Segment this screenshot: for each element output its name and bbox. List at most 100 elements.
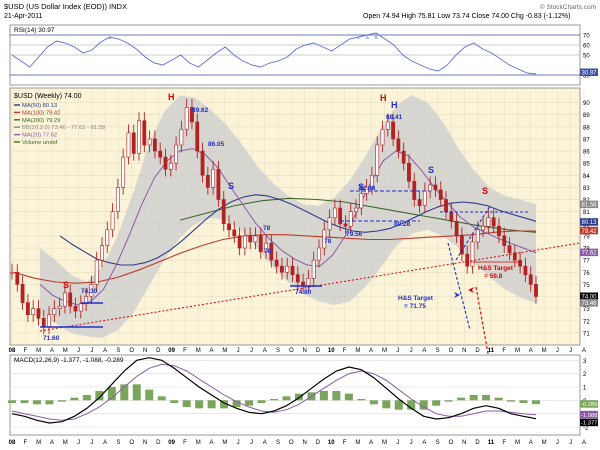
macd-hist-bar	[232, 400, 241, 407]
macd-hist-bar	[369, 400, 378, 405]
x-tick-label: N	[302, 440, 306, 446]
annotation-label: 86.05	[208, 141, 225, 148]
x-tick-label: A	[103, 348, 107, 354]
x-tick-label: 09	[168, 440, 175, 446]
macd-value-box	[580, 410, 598, 419]
rsi-tick-label: 70	[583, 34, 590, 40]
macd-hist-bar	[145, 389, 154, 401]
annotation-label: H&S Target = 71.75	[398, 295, 434, 310]
value-tag-box	[580, 226, 598, 235]
price-bar-body	[200, 150, 205, 176]
price-bar-body	[242, 235, 247, 249]
price-bar-body	[25, 302, 30, 315]
price-bar-body	[523, 265, 528, 275]
x-tick-label: N	[462, 440, 466, 446]
price-tick-label: 72	[583, 319, 590, 325]
annotation-label: S	[63, 280, 69, 290]
price-tick-label: 90	[583, 101, 590, 107]
price-bar-body	[94, 259, 99, 285]
price-bar-body	[343, 223, 348, 227]
x-tick-label: M	[222, 440, 227, 446]
x-tick-label: N	[143, 440, 147, 446]
legend-entry: Volume undef	[22, 140, 58, 146]
macd-hist-bar	[444, 400, 453, 402]
price-bar-body	[486, 217, 491, 227]
price-bar-body	[459, 235, 464, 255]
x-tick-label: D	[156, 348, 161, 354]
macd-hist-bar	[8, 400, 16, 403]
price-bar-body	[444, 199, 448, 212]
value-tag-box	[580, 292, 598, 301]
x-tick-label: A	[529, 348, 533, 354]
annotation-label: 82.88	[359, 185, 376, 192]
price-bar-body	[412, 181, 417, 200]
x-tick-label: M	[36, 348, 41, 354]
price-bar-body	[481, 225, 485, 231]
price-bar-body	[327, 217, 332, 231]
macd-hist-bar	[95, 391, 104, 401]
chart-symbol: $USD (US Dollar Index (EOD)) INDX	[4, 2, 127, 11]
value-tag-box	[580, 218, 598, 226]
price-bar-body	[417, 199, 422, 206]
price-bar-body	[290, 265, 295, 275]
macd-hist-bar	[45, 400, 54, 405]
value-tag-label: 73.46	[582, 301, 598, 307]
price-bar-body	[264, 242, 268, 252]
x-axis-labels-macd: 08 F M A M J J A S O N D 09 F M A M J J A S O N D 10 F M A M J J A S O N D 1…	[9, 440, 586, 446]
x-tick-label: D	[156, 440, 161, 446]
x-tick-label: A	[50, 440, 54, 446]
x-tick-label: D	[316, 348, 321, 354]
x-tick-label: 11	[488, 440, 495, 446]
price-bar-body	[311, 259, 316, 279]
price-bar-body	[528, 274, 533, 285]
x-tick-label: J	[556, 348, 559, 354]
rsi-value-label: 30.97	[582, 71, 598, 77]
annotation-label: S	[428, 165, 434, 175]
price-bar-body	[301, 281, 306, 286]
x-tick-label: M	[542, 440, 547, 446]
price-bar-body	[126, 132, 131, 158]
rsi-panel: RSI(14) 30.97 30 50 60 70 30.97	[9, 24, 598, 86]
x-tick-label: N	[302, 348, 306, 354]
ma100-line	[13, 230, 536, 284]
annotation-label: H&S Target = 59.8	[478, 265, 514, 280]
macd-hist-bar	[32, 400, 41, 405]
price-tick-label: 73	[583, 307, 590, 313]
chart-quote: Open 74.94 High 75.81 Low 73.74 Close 74…	[363, 13, 570, 20]
macd-hist-bar	[332, 391, 341, 401]
price-bar-body	[449, 211, 454, 222]
value-tag-label: 80.13	[582, 220, 598, 226]
macd-hist-bar	[57, 400, 66, 402]
price-tick-label: 85	[583, 162, 590, 168]
annotation-label: 74.80	[295, 289, 312, 296]
annotation-label: S	[228, 181, 234, 191]
x-tick-label: M	[63, 348, 68, 354]
price-bar-body	[227, 223, 231, 231]
price-bar-body	[502, 235, 507, 246]
x-tick-label: J	[569, 440, 572, 446]
price-bars	[10, 98, 538, 335]
x-tick-label: A	[369, 348, 373, 354]
rsi-grid	[10, 34, 580, 76]
value-tag-label: 81.58	[582, 203, 598, 209]
macd-hist-bar	[132, 384, 141, 401]
macd-hist-bar	[482, 395, 491, 401]
x-tick-label: A	[210, 348, 214, 354]
price-bar-body	[121, 156, 126, 188]
price-bar-body	[258, 235, 263, 252]
price-bar-body	[153, 138, 157, 152]
macd-hist-bar	[507, 400, 516, 402]
price-bar-body	[322, 229, 327, 249]
macd-hist-bar	[419, 400, 428, 410]
x-tick-label: F	[343, 348, 347, 354]
price-bar-body	[211, 168, 216, 188]
macd-value-label: -1.088	[581, 413, 597, 419]
bollinger-band	[40, 95, 536, 338]
price-bar-body	[110, 211, 115, 231]
macd-value-box	[580, 400, 598, 408]
x-tick-label: 11	[488, 348, 495, 354]
macd-panel: MACD(12,26,9) -1.377, -1.088, -0.289 3 2 1…	[8, 354, 598, 436]
price-bar-body	[89, 284, 94, 297]
price-bar-body	[205, 174, 210, 188]
